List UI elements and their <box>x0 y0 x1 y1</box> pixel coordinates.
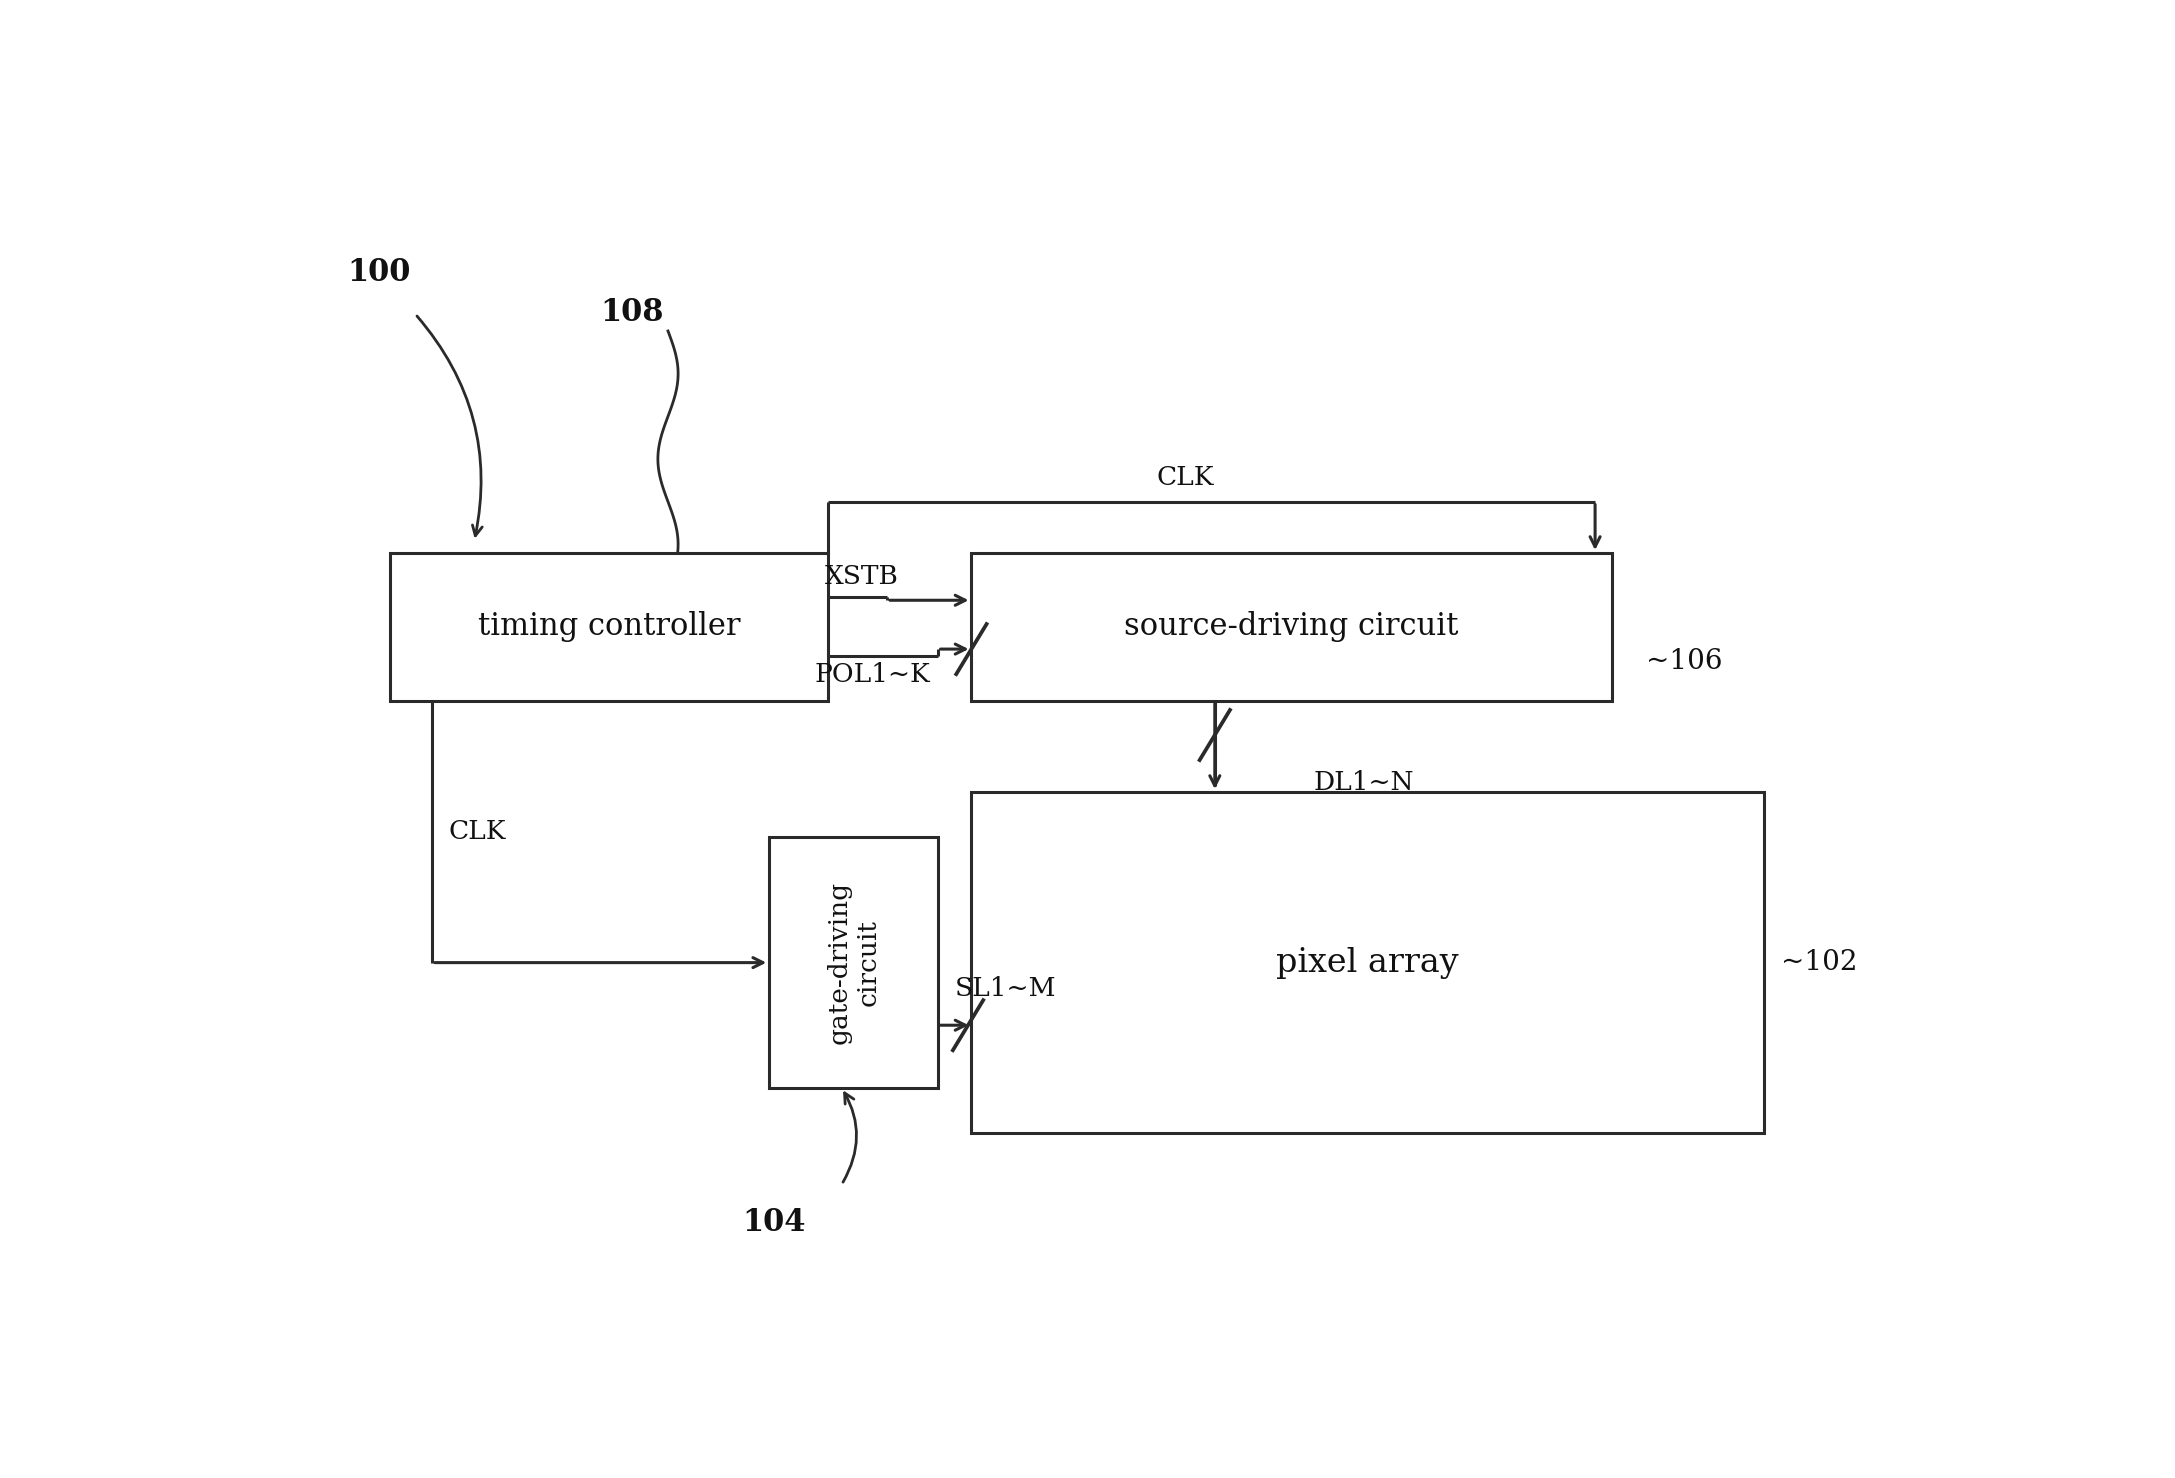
FancyBboxPatch shape <box>770 838 937 1088</box>
Text: ~106: ~106 <box>1646 647 1723 674</box>
Text: 100: 100 <box>348 257 411 288</box>
Text: XSTB: XSTB <box>824 565 898 590</box>
Text: DL1~N: DL1~N <box>1314 770 1414 795</box>
Text: timing controller: timing controller <box>478 612 740 643</box>
FancyBboxPatch shape <box>972 792 1764 1134</box>
Text: source-driving circuit: source-driving circuit <box>1124 612 1459 643</box>
Text: CLK: CLK <box>448 819 507 844</box>
FancyBboxPatch shape <box>389 553 829 701</box>
Text: POL1~K: POL1~K <box>816 662 931 687</box>
Text: ~102: ~102 <box>1781 949 1857 975</box>
Text: CLK: CLK <box>1157 466 1214 491</box>
Text: 104: 104 <box>742 1208 807 1239</box>
FancyBboxPatch shape <box>972 553 1612 701</box>
Text: gate-driving
circuit: gate-driving circuit <box>826 881 881 1043</box>
Text: pixel array: pixel array <box>1277 946 1459 978</box>
Text: SL1~M: SL1~M <box>955 977 1057 1001</box>
Text: 108: 108 <box>600 297 663 328</box>
